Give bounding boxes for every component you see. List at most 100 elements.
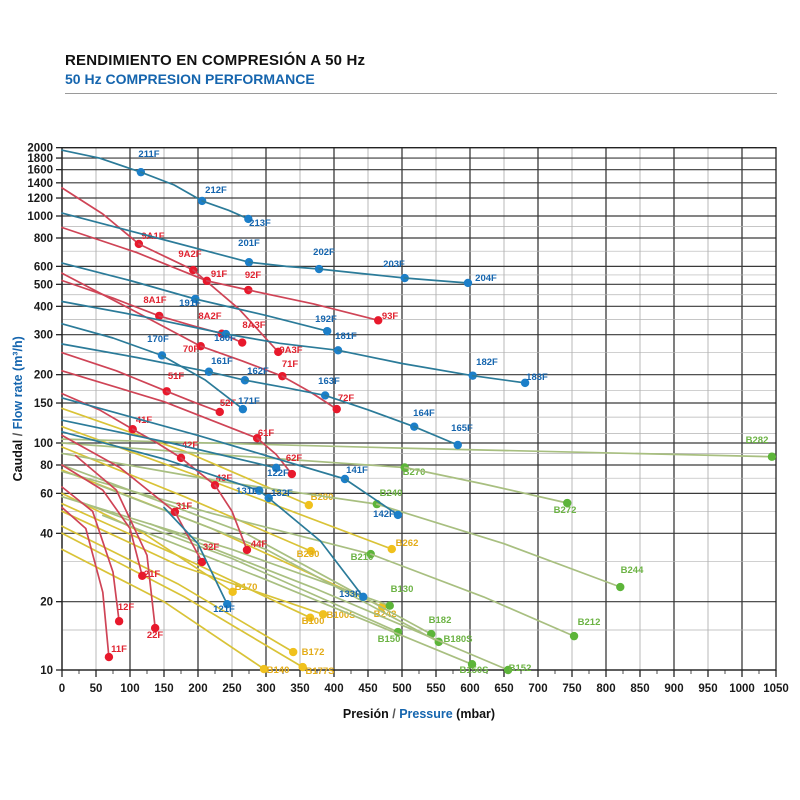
- label-8A3F: 8A3F: [242, 320, 265, 331]
- curve-161F: [61, 343, 210, 373]
- y-tick-label: 400: [34, 301, 53, 313]
- label-21F: 21F: [144, 569, 161, 580]
- curve-B100: [61, 502, 312, 619]
- curve-11F: [61, 506, 110, 658]
- label-70F: 70F: [183, 344, 200, 355]
- y-tick-label: 1800: [27, 153, 53, 165]
- curve-213F: [201, 200, 250, 220]
- curve-B280: [61, 407, 310, 506]
- dot-44F: [242, 545, 252, 555]
- dot-B100S: [318, 610, 328, 619]
- curve-203F: [318, 268, 406, 279]
- label-192F: 192F: [315, 314, 337, 325]
- label-12F: 12F: [118, 602, 135, 613]
- label-71F: 71F: [282, 359, 299, 370]
- label-B152: B152: [509, 663, 532, 674]
- y-axis-title: Caudal / Flow rate (m³/h): [11, 336, 25, 481]
- x-tick-label: 100: [120, 683, 139, 695]
- x-tick-label: 550: [426, 683, 445, 695]
- x-tick-label: 1050: [763, 683, 789, 695]
- curve-91F: [61, 226, 208, 282]
- curve-93F: [247, 289, 380, 322]
- curve-122F: [61, 419, 278, 469]
- x-tick-label: 850: [630, 683, 649, 695]
- curve-B177S: [61, 532, 304, 668]
- dot-B280: [304, 500, 314, 510]
- label-B140: B140: [267, 665, 290, 676]
- curve-9A2F: [137, 243, 195, 271]
- dot-B140: [259, 664, 269, 674]
- label-93F: 93F: [382, 311, 399, 322]
- curve-183F: [471, 374, 526, 384]
- label-B272: B272: [554, 505, 577, 516]
- label-164F: 164F: [413, 408, 435, 419]
- curve-43F: [180, 457, 216, 487]
- label-92F: 92F: [245, 270, 262, 281]
- curve-61F: [61, 369, 259, 440]
- y-tick-label: 800: [34, 233, 53, 245]
- curve-192F: [194, 298, 329, 332]
- curve-B240: [61, 452, 378, 505]
- label-165F: 165F: [451, 423, 473, 434]
- label-183F: 183F: [526, 372, 548, 383]
- label-203F: 203F: [383, 259, 405, 270]
- dot-12F: [114, 617, 124, 626]
- curve-31F: [61, 434, 176, 513]
- dot-183F: [520, 378, 530, 388]
- label-B244: B244: [621, 565, 644, 576]
- label-B242: B242: [374, 609, 397, 620]
- label-42F: 42F: [182, 440, 199, 451]
- y-tick-label: 1000: [27, 211, 53, 223]
- curve-B230: [61, 446, 312, 552]
- label-132F: 132F: [271, 488, 293, 499]
- curve-71F: [199, 345, 284, 378]
- curve-131F: [61, 430, 261, 492]
- label-204F: 204F: [475, 273, 497, 284]
- label-133F: 133F: [339, 589, 361, 600]
- x-tick-label: 50: [90, 683, 103, 695]
- curve-121F: [163, 506, 229, 606]
- x-tick-label: 0: [59, 683, 65, 695]
- label-B130: B130: [391, 584, 414, 595]
- curve-163F: [244, 379, 327, 397]
- dot-B262: [387, 544, 396, 554]
- label-201F: 201F: [238, 238, 260, 249]
- curve-9A1F: [61, 187, 140, 245]
- label-8A2F: 8A2F: [198, 311, 221, 322]
- y-tick-label: 1200: [27, 193, 53, 205]
- curve-12F: [61, 486, 120, 623]
- y-tick-label: 80: [40, 460, 53, 472]
- label-212F: 212F: [205, 185, 227, 196]
- x-tick-label: 400: [324, 683, 343, 695]
- curve-52F: [165, 390, 221, 413]
- dot-72F: [332, 404, 341, 414]
- curve-92F: [205, 279, 250, 291]
- dot-32F: [197, 557, 207, 567]
- label-161F: 161F: [211, 356, 233, 367]
- label-B150: B150: [378, 634, 401, 645]
- label-170F: 170F: [147, 334, 169, 345]
- curve-41F: [61, 392, 134, 431]
- curve-B152: [149, 523, 509, 671]
- curve-42F: [131, 428, 182, 459]
- curve-B282: [61, 438, 773, 458]
- curve-8A1F: [61, 279, 161, 317]
- curve-141F: [61, 397, 346, 480]
- dot-11F: [104, 652, 114, 662]
- x-tick-label: 600: [460, 683, 479, 695]
- dot-133F: [359, 592, 368, 602]
- label-182F: 182F: [476, 357, 498, 368]
- label-B180S: B180S: [443, 634, 472, 645]
- label-B262: B262: [396, 538, 419, 549]
- label-8A1F: 8A1F: [143, 295, 166, 306]
- title-divider: [65, 93, 777, 94]
- curve-62F: [256, 437, 293, 475]
- label-B150S: B150S: [459, 665, 488, 676]
- curve-B100S: [61, 510, 324, 616]
- x-tick-label: 1000: [729, 683, 755, 695]
- label-B210: B210: [351, 552, 374, 563]
- curve-B212: [369, 553, 575, 637]
